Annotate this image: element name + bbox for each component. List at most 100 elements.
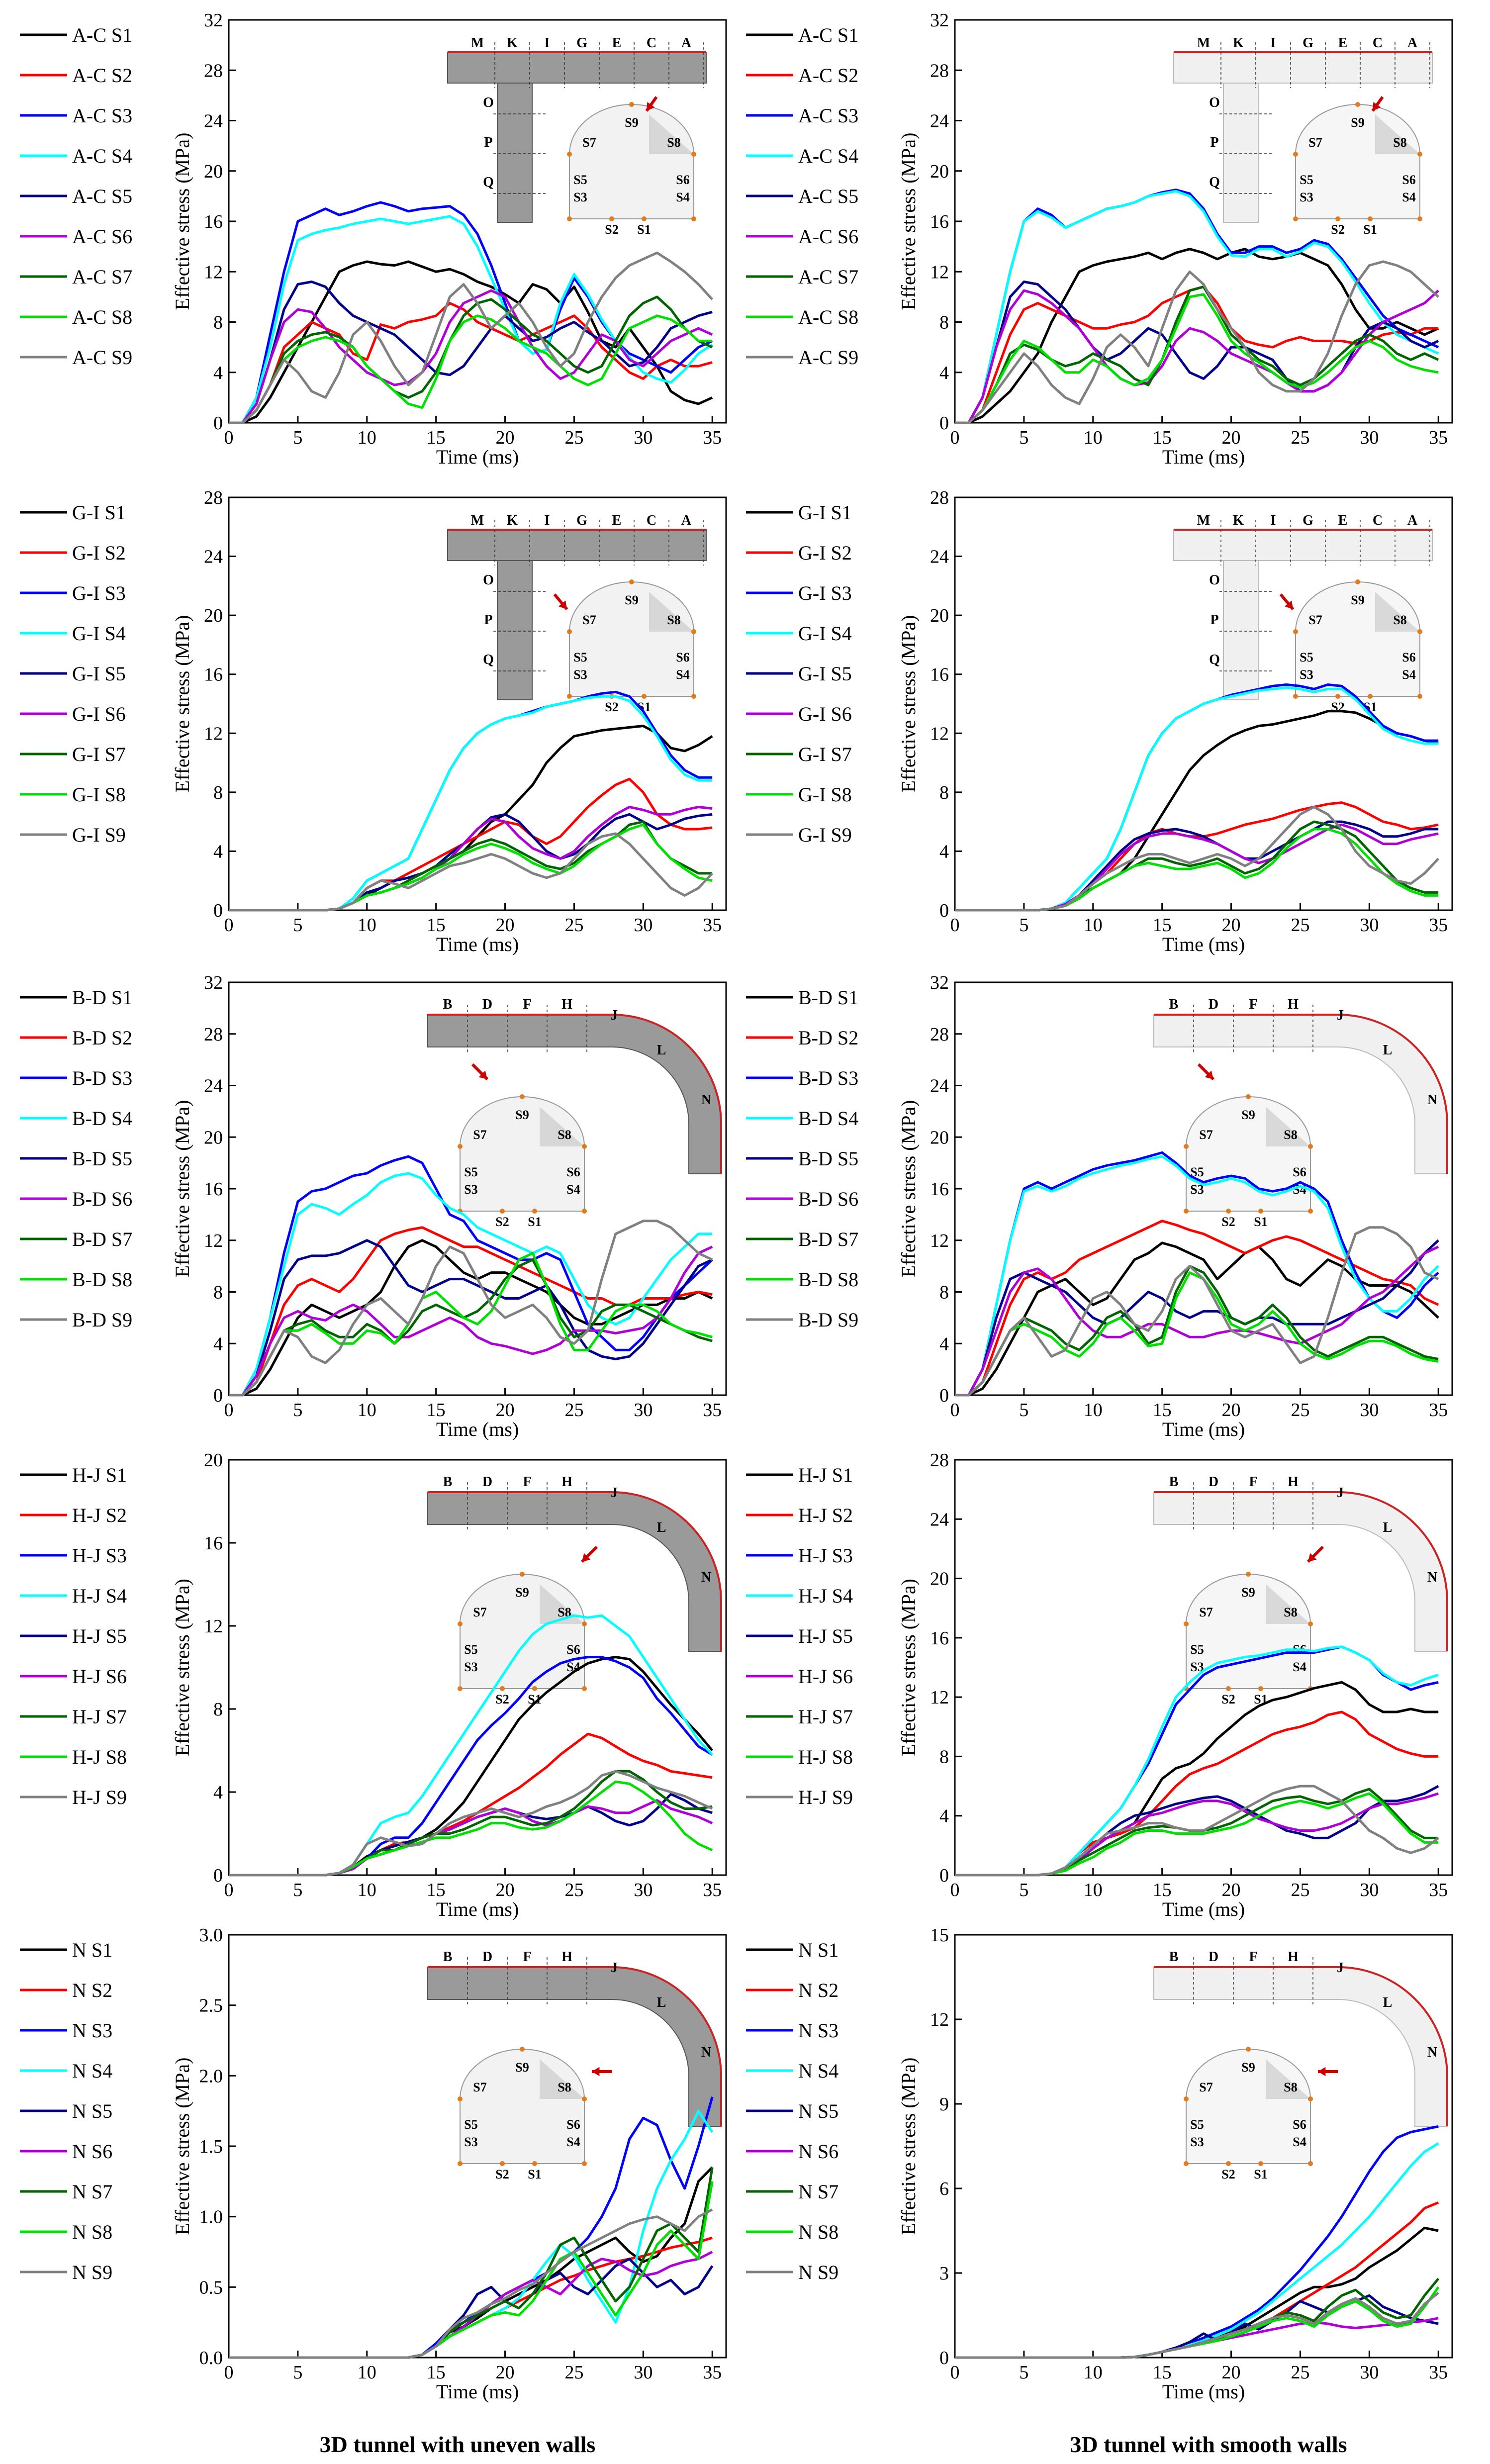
sensor-label-S5: S5	[1300, 650, 1313, 664]
y-tick-label: 16	[204, 664, 223, 685]
y-axis-label: Effective stress (MPa)	[171, 1579, 193, 1756]
legend-label: H-J S9	[798, 1786, 853, 1808]
series-line-B-D-S6	[955, 1245, 1439, 1397]
x-tick-label: 10	[358, 2362, 376, 2383]
sensor-label-S3: S3	[1300, 667, 1313, 682]
x-tick-label: 15	[427, 1400, 446, 1421]
inset-label-M: M	[1197, 513, 1210, 528]
sensor-point	[1417, 694, 1422, 699]
legend-label: N S5	[72, 2100, 112, 2122]
inset-section-bar	[1173, 529, 1433, 561]
legend-label: H-J S4	[72, 1585, 127, 1607]
x-tick-label: 15	[1153, 1880, 1172, 1900]
sensor-label-S2: S2	[1221, 2167, 1235, 2181]
x-axis-label: Time (ms)	[436, 933, 519, 955]
y-tick-label: 16	[930, 1628, 949, 1649]
inset-label-H: H	[561, 1474, 572, 1490]
inset-label-F: F	[1249, 1949, 1257, 1965]
x-tick-label: 10	[1084, 1880, 1103, 1900]
sensor-point	[1246, 2047, 1251, 2052]
y-tick-label: 4	[213, 841, 223, 862]
legend-label: G-I S9	[798, 824, 852, 846]
legend-label: B-D S8	[798, 1268, 858, 1291]
inset-label-J: J	[611, 1960, 618, 1976]
x-tick-label: 15	[1153, 1400, 1172, 1421]
inset-label-B: B	[1169, 1949, 1179, 1965]
series-line-H-J-S9	[229, 1770, 713, 1877]
x-tick-label: 35	[1429, 915, 1448, 936]
sensor-point	[1293, 629, 1298, 634]
y-tick-label: 6	[939, 2179, 949, 2199]
sensor-point	[1258, 1686, 1263, 1691]
legend-label: N S1	[72, 1939, 112, 1961]
legend-label: A-C S9	[798, 346, 858, 369]
sensor-label-S5: S5	[464, 2117, 477, 2132]
legend-label: B-D S3	[72, 1067, 132, 1089]
inset-label-E: E	[1338, 35, 1348, 51]
series-line-A-C-S7	[229, 295, 713, 424]
y-tick-label: 12	[930, 262, 949, 283]
legend-label: A-C S6	[798, 225, 858, 248]
sensor-point	[520, 1094, 525, 1099]
series-line-B-D-S4	[229, 1172, 713, 1397]
sensor-label-S5: S5	[464, 1165, 477, 1179]
x-tick-label: 5	[293, 427, 302, 448]
inset-label-D: D	[1209, 997, 1218, 1012]
sensor-label-S7: S7	[1308, 135, 1322, 150]
inset-label-J: J	[1337, 1008, 1344, 1023]
chart-uneven-N: 0 5 10 15 20 25 30 35 0.0 0.5 1.0 1.5 2.0 2.5 3.0 Time …	[20, 1925, 727, 2403]
y-tick-label: 1.5	[199, 2136, 223, 2157]
sensor-label-S1: S1	[1254, 2167, 1267, 2181]
inset-label-P: P	[1210, 135, 1218, 150]
sensor-point	[582, 1686, 587, 1691]
sensor-point	[1293, 152, 1298, 157]
sensor-point	[1308, 2096, 1313, 2101]
sensor-point	[532, 1209, 537, 1214]
y-tick-label: 9	[939, 2094, 949, 2115]
y-tick-label: 32	[204, 972, 223, 993]
series-line-A-C-S9	[229, 251, 714, 424]
y-tick-label: 8	[213, 782, 223, 803]
sensor-label-S2: S2	[495, 1215, 509, 1229]
sensor-label-S2: S2	[605, 222, 618, 237]
x-tick-label: 5	[1019, 427, 1028, 448]
inset-label-D: D	[1209, 1949, 1218, 1965]
inset-label-O: O	[1209, 95, 1220, 110]
x-axis-label: Time (ms)	[436, 1418, 519, 1440]
tunnel-shading	[1375, 592, 1420, 632]
series-line-B-D-S9	[955, 1226, 1439, 1397]
sensor-label-S4: S4	[1402, 190, 1415, 204]
y-tick-label: 0	[213, 413, 223, 434]
inset-excavation-line	[611, 1491, 722, 1651]
x-tick-label: 20	[496, 1880, 515, 1900]
y-axis-label: Effective stress (MPa)	[897, 133, 920, 310]
legend-label: N S7	[798, 2180, 838, 2203]
sensor-point	[1293, 216, 1298, 221]
legend-label: G-I S7	[72, 743, 126, 765]
inset-label-L: L	[1383, 1520, 1393, 1535]
legend-label: G-I S3	[72, 582, 126, 604]
y-tick-label: 4	[213, 363, 223, 383]
chart-uneven-GI: 0 5 10 15 20 25 30 35 0 4 8 12 16 20 24 28 Time (ms) Effe…	[20, 487, 727, 955]
inset-section-bar	[447, 529, 707, 561]
x-tick-label: 15	[427, 915, 446, 936]
inset-label-G: G	[1303, 35, 1313, 51]
y-tick-label: 20	[930, 1569, 949, 1590]
inset-label-A: A	[1407, 35, 1418, 51]
legend-label: N S1	[798, 1939, 838, 1961]
sensor-label-S3: S3	[464, 1660, 477, 1674]
sensor-point	[1184, 1209, 1189, 1214]
sensor-label-S1: S1	[1254, 1215, 1267, 1229]
chart-smooth-AC: 0 5 10 15 20 25 30 35 0 4 8 12 16 20 24 28 32 Time (ms) Ef…	[746, 10, 1453, 468]
x-tick-label: 20	[496, 2362, 515, 2383]
chart-smooth-GI: 0 5 10 15 20 25 30 35 0 4 8 12 16 20 24 28 Time (ms) Effe…	[746, 487, 1453, 955]
chart-uneven-AC: 0 5 10 15 20 25 30 35 0 4 8 12 16 20 24 28 32 Time (ms) Ef…	[20, 10, 727, 468]
location-arrow-head	[1318, 2067, 1326, 2077]
legend-label: H-J S3	[72, 1544, 127, 1567]
y-tick-label: 0	[213, 1385, 223, 1406]
legend-label: H-J S6	[72, 1665, 127, 1688]
sensor-point	[629, 102, 634, 107]
legend-label: H-J S8	[798, 1746, 853, 1768]
inset-excavation-line	[1337, 1491, 1448, 1651]
y-tick-label: 12	[204, 1231, 223, 1251]
